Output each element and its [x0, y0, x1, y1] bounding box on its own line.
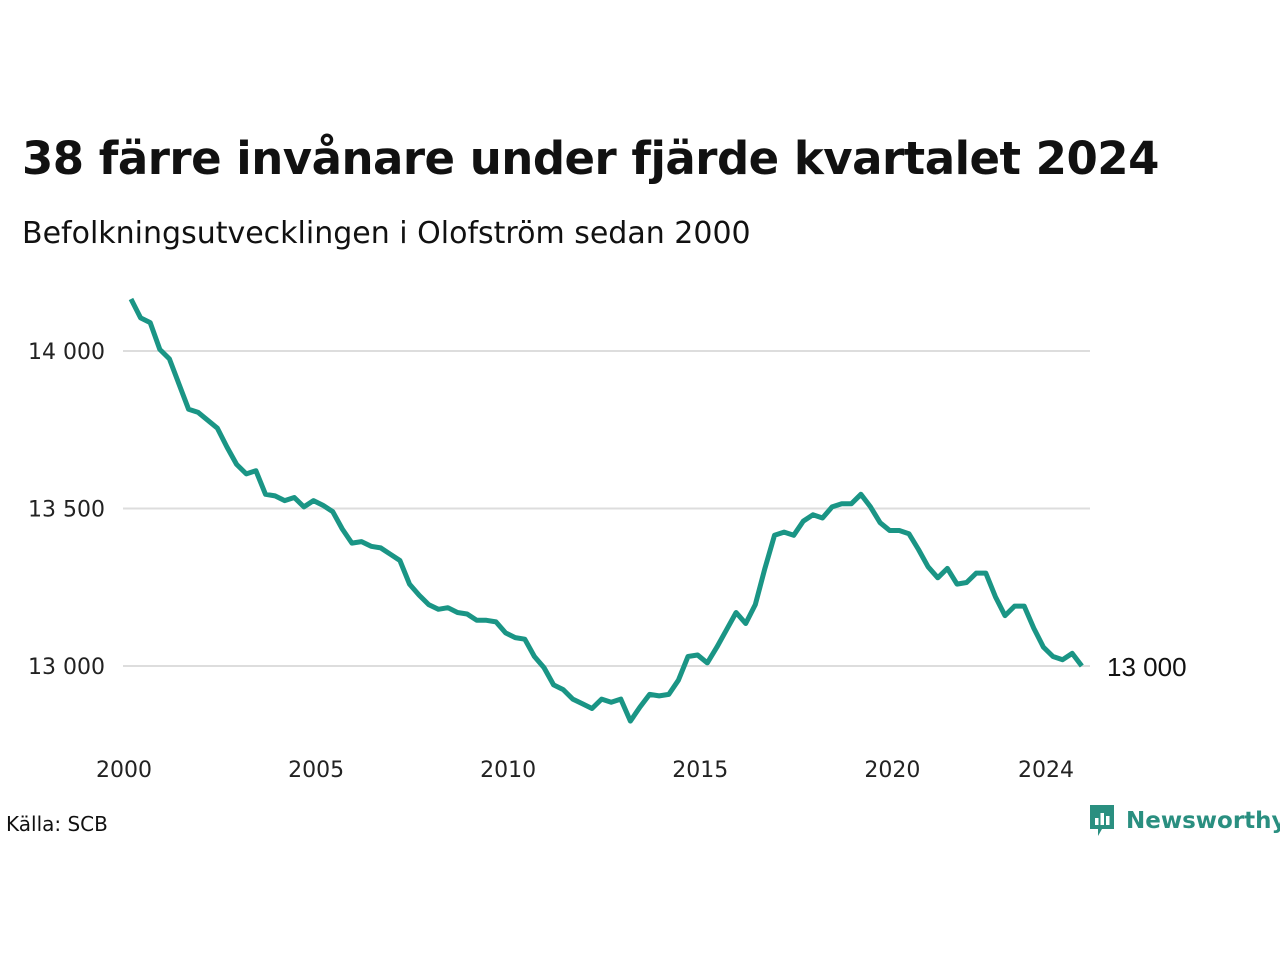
x-tick-label: 2005: [288, 758, 344, 783]
x-tick-label: 2020: [864, 758, 920, 783]
y-tick-label: 13 000: [28, 655, 105, 680]
source-note: Källa: SCB: [6, 812, 108, 836]
brand-name: Newsworthy: [1126, 808, 1280, 834]
y-tick-label: 13 500: [28, 498, 105, 523]
newsworthy-logo-icon: [1090, 805, 1114, 836]
chart-subtitle: Befolkningsutvecklingen i Olofström seda…: [22, 216, 751, 251]
x-tick-label: 2015: [672, 758, 728, 783]
y-tick-label: 14 000: [28, 340, 105, 365]
x-tick-label: 2010: [480, 758, 536, 783]
series-line: [128, 297, 1084, 724]
brand-logo: Newsworthy: [1088, 803, 1280, 839]
x-tick-label: 2000: [96, 758, 152, 783]
chart-title: 38 färre invånare under fjärde kvartalet…: [22, 132, 1159, 185]
x-tick-label: 2024: [1018, 758, 1074, 783]
end-value-label: 13 000: [1107, 652, 1187, 682]
